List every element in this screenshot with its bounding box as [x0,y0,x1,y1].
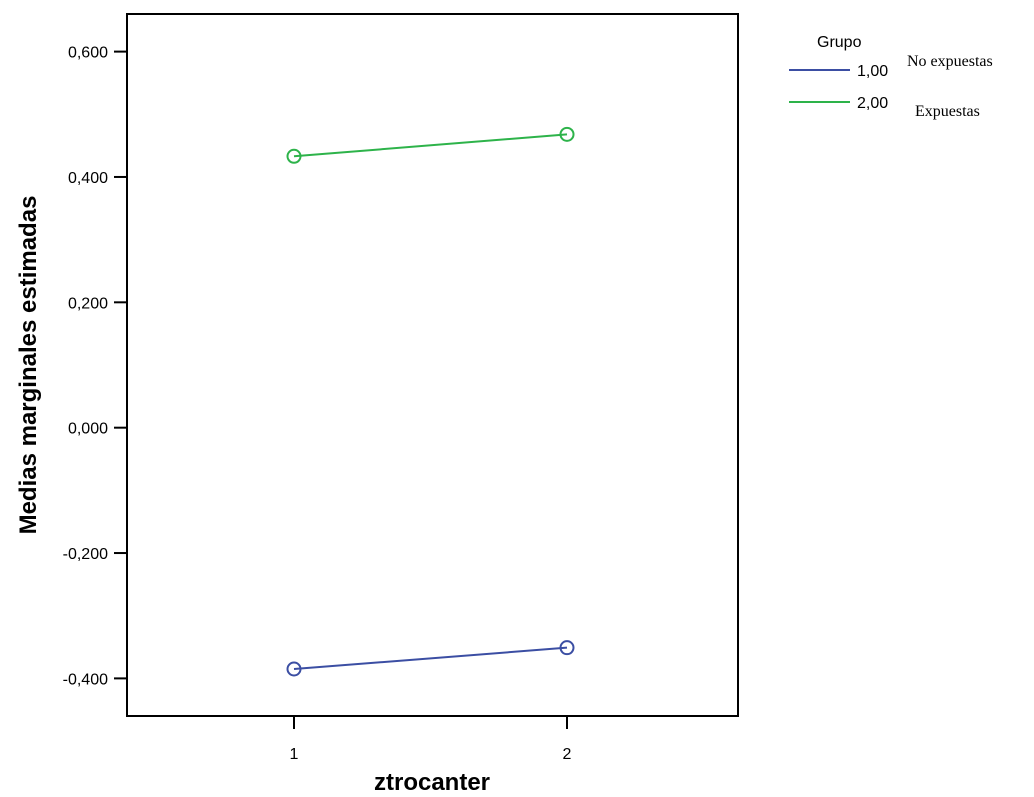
legend-note-1: No expuestas [907,53,993,70]
series-2 [286,126,575,164]
legend-code-2: 2,00 [857,95,888,112]
y-tick-label: -0,400 [63,671,108,688]
y-axis-title: Medias marginales estimadas [15,196,42,535]
y-tick-label: 0,000 [68,421,108,438]
x-axis-title: ztrocanter [374,769,490,796]
x-tick-label: 2 [563,746,572,763]
legend-note-2: Expuestas [915,103,980,120]
series-1 [286,640,575,677]
y-tick-label: 0,600 [68,45,108,62]
data-point [559,640,575,656]
series-line [293,646,568,670]
data-point [559,126,575,142]
x-tick-label: 1 [290,746,299,763]
legend-title: Grupo [817,34,862,51]
y-tick-label: -0,200 [63,546,108,563]
y-tick-label: 0,400 [68,170,108,187]
y-tick-label: 0,200 [68,295,108,312]
plot-frame [126,13,739,717]
y-axis: 0,600 0,400 0,200 0,000 -0,200 -0,400 [63,45,127,688]
legend-code-1: 1,00 [857,63,888,80]
data-point [286,148,302,164]
series-layer [286,126,575,677]
data-point [286,661,302,677]
legend: Grupo 1,00 No expuestas 2,00 Expuestas [789,34,993,120]
series-line [293,133,568,158]
